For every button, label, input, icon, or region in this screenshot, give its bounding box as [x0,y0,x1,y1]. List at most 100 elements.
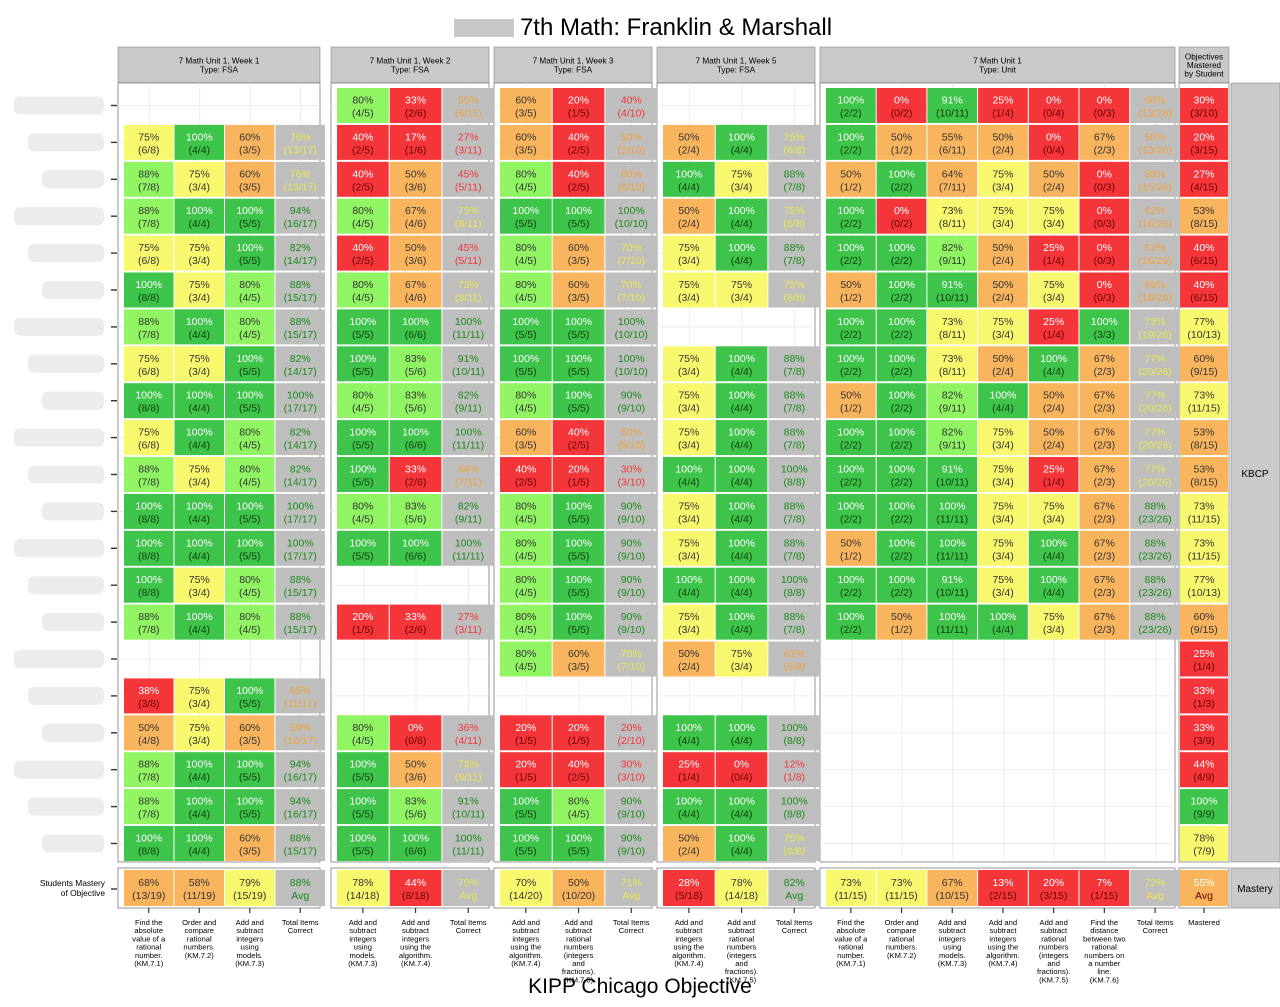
cell-percent: 50% [678,131,699,143]
cell-percent: 50% [405,242,426,254]
cell-percent: 0% [408,722,423,734]
heat-cell [978,124,1028,160]
total-cell [275,604,325,640]
heat-cell [663,641,715,677]
x-tick-label: models. [350,951,377,960]
cell-fraction: (9/10) [618,624,645,636]
cell-fraction: (4/5) [568,809,590,821]
cell-fraction: (4/9) [1193,772,1215,784]
cell-fraction: (11/15) [1188,403,1221,415]
cell-percent: 60% [239,833,260,845]
heat-cell [225,124,275,160]
heat-cell [500,752,552,788]
heat-cell [826,88,876,123]
heat-cell [552,198,605,234]
cell-percent: 70% [515,877,536,889]
x-tick-label: integers [939,934,966,943]
heat-cell [174,383,224,419]
total-cell [275,383,325,419]
cell-fraction: (1/2) [840,550,862,562]
cell-percent: 100% [728,427,755,439]
heat-cell [1079,161,1130,197]
cell-fraction: (10/10) [615,366,648,378]
cell-fraction: (9/10) [618,846,645,858]
x-tick-label: using [354,943,372,952]
cell-fraction: (13/19) [132,890,165,902]
mastered-cell [1180,530,1228,566]
cell-fraction: (6/6) [405,329,427,341]
panel-title-text: Objectives [1185,52,1223,61]
heat-cell [715,346,768,382]
cell-fraction: (5/10) [618,144,645,156]
cell-percent: 82% [290,353,311,365]
total-cell [605,530,658,566]
cell-percent: 100% [837,427,864,439]
cell-percent: 75% [1043,205,1064,217]
cell-fraction: (2/3) [1094,144,1116,156]
cell-fraction: (3/4) [678,513,700,525]
total-cell [768,752,821,788]
cell-fraction: (2/2) [840,255,862,267]
heat-cell [1028,457,1079,492]
cell-percent: 33% [405,95,426,107]
cell-percent: 100% [728,722,755,734]
cell-fraction: (0/4) [731,772,753,784]
total-cell [275,567,325,603]
cell-percent: 88% [290,833,311,845]
cell-fraction: (2/2) [840,329,862,341]
total-cell [1130,457,1180,492]
cell-fraction: (14/20) [509,890,542,902]
total-cell [605,309,658,345]
x-tick-label: (KM.7.4) [674,959,704,968]
heat-cell [978,457,1028,492]
cell-percent: 80% [239,316,260,328]
cell-fraction: (4/5) [239,440,261,452]
cell-fraction: (5/5) [515,846,537,858]
cell-fraction: (4/4) [731,809,753,821]
cell-percent: 67% [405,279,426,291]
cell-percent: 90% [621,537,642,549]
redacted-name [14,760,104,779]
cell-percent: 100% [728,833,755,845]
total-cell [442,604,495,640]
cell-percent: 88% [784,537,805,549]
cell-fraction: (3/4) [188,181,210,193]
heat-cell [876,567,927,603]
cell-fraction: (9/15) [1190,624,1217,636]
cell-percent: 100% [728,353,755,365]
heat-cell [174,346,224,382]
x-tick-label: and [572,959,585,968]
cell-percent: 75% [138,242,159,254]
cell-percent: 75% [1043,500,1064,512]
x-tick-label: (KM.7.6) [1090,975,1120,984]
cell-percent: 17% [405,131,426,143]
cell-percent: 75% [784,131,805,143]
cell-percent: 100% [186,390,213,402]
cell-fraction: (4/5) [352,403,374,415]
cell-percent: 73% [1193,390,1214,402]
cell-fraction: (8/11) [939,218,966,230]
heat-cell [927,420,978,456]
heat-cell [124,346,174,382]
cell-fraction: (1/5) [352,624,374,636]
cell-fraction: (13/26) [1138,108,1171,120]
cell-fraction: (2/2) [891,403,913,415]
cell-percent: 38% [138,685,159,697]
cell-percent: 20% [352,611,373,623]
heat-cell [927,383,978,419]
cell-percent: 60% [568,279,589,291]
cell-percent: 83% [405,353,426,365]
cell-fraction: (8/8) [138,587,160,599]
cell-fraction: (3/5) [568,292,590,304]
heat-cell [1028,235,1079,271]
cell-percent: 100% [402,833,429,845]
cell-percent: 53% [1193,427,1214,439]
cell-percent: 50% [891,131,912,143]
cell-percent: 0% [1097,95,1112,107]
cell-percent: 50% [678,205,699,217]
cell-percent: 100% [349,796,376,808]
heat-cell [552,641,605,677]
cell-percent: 20% [515,759,536,771]
panel-strip [493,46,653,84]
x-tick-label: rational [187,934,212,943]
